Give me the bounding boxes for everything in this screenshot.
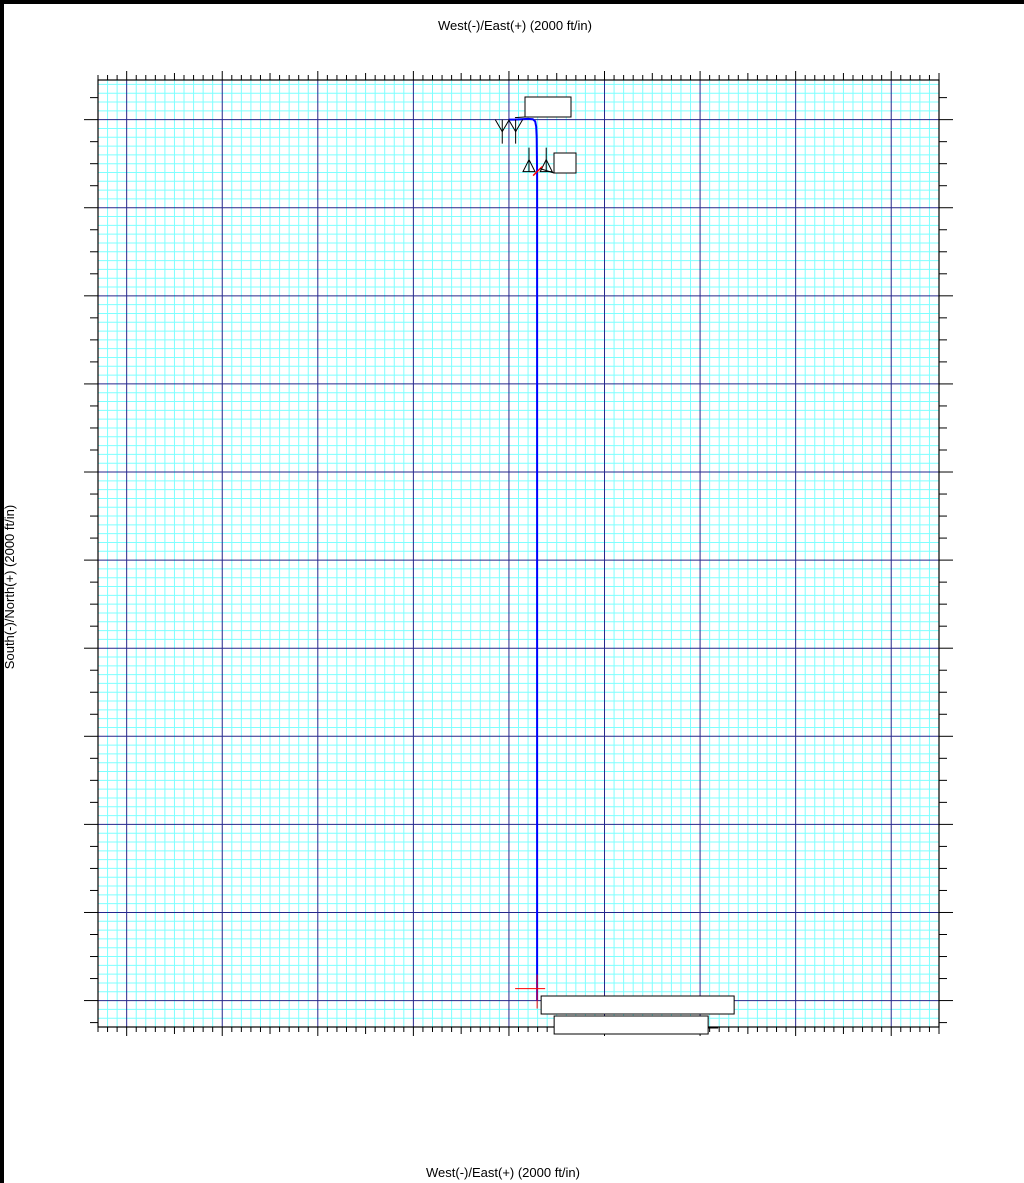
y-axis-title: South(-)/North(+) (2000 ft/in)	[4, 505, 17, 669]
casing-label-7-box	[553, 152, 577, 174]
annotations-layer	[494, 96, 735, 1035]
minor-grid	[97, 80, 940, 1028]
casing-marker	[508, 119, 524, 133]
target-label-box	[553, 1015, 709, 1035]
chart-panel: West(-)/East(+) (2000 ft/in) West(-)/Eas…	[4, 4, 1024, 1183]
major-grid	[98, 80, 939, 1027]
series-layer	[508, 117, 539, 1001]
axis-ticks	[84, 71, 953, 1036]
annotation-leader	[514, 116, 526, 119]
plan-label-box	[540, 995, 735, 1015]
casing-marker	[494, 119, 510, 133]
x-axis-title-top: West(-)/East(+) (2000 ft/in)	[438, 18, 592, 33]
annotation-leader	[539, 168, 555, 174]
casing-marker	[539, 158, 554, 173]
casing-point-marker	[532, 166, 543, 177]
well-path-line	[508, 117, 539, 1001]
casing-label-9-5-8-box	[524, 96, 572, 118]
plot-frame	[97, 79, 940, 1028]
x-axis-title-bottom: West(-)/East(+) (2000 ft/in)	[426, 1165, 580, 1180]
casing-marker	[522, 158, 536, 173]
plan-view-chart: West(-)/East(+) (2000 ft/in) West(-)/Eas…	[4, 18, 953, 1180]
